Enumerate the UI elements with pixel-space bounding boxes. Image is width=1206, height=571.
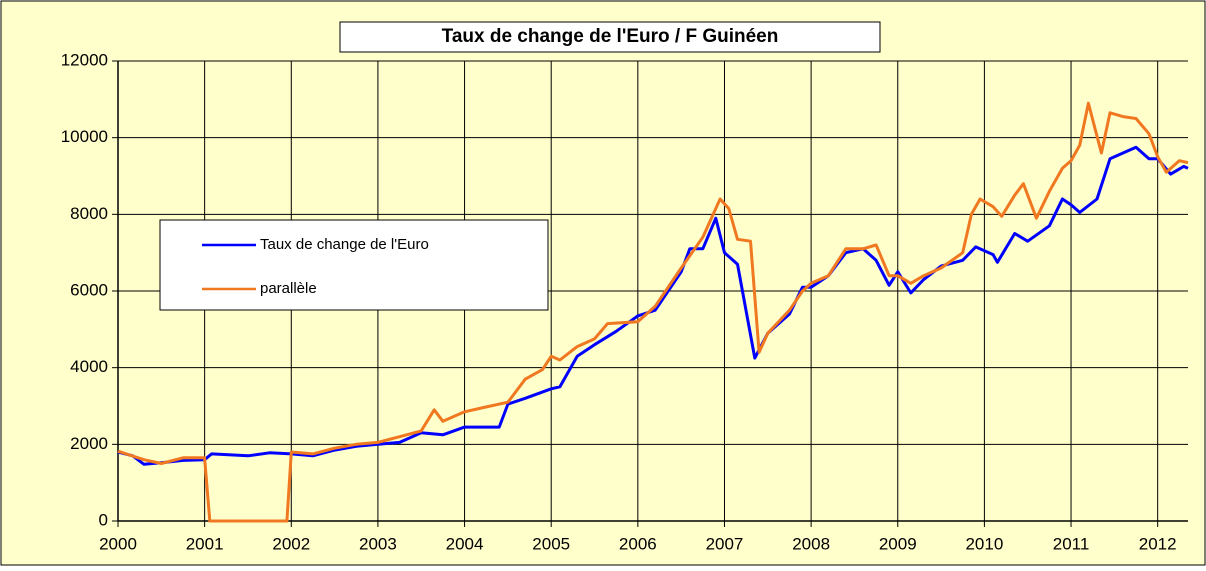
x-tick-label: 2010 <box>965 534 1003 553</box>
x-tick-label: 2001 <box>186 534 224 553</box>
y-tick-label: 0 <box>99 510 108 529</box>
legend-label: Taux de change de l'Euro <box>260 236 429 253</box>
y-tick-label: 6000 <box>70 280 108 299</box>
title-box <box>339 21 881 53</box>
lines <box>117 101 1189 523</box>
x-tick-label: 2005 <box>532 534 570 553</box>
series-line <box>117 101 1189 523</box>
x-tick-label: 2009 <box>879 534 917 553</box>
x-tick-label: 2006 <box>619 534 657 553</box>
y-tick-label: 2000 <box>70 434 108 453</box>
y-tick-label: 12000 <box>61 50 108 69</box>
y-tick-label: 8000 <box>70 204 108 223</box>
x-tick-label: 2002 <box>272 534 310 553</box>
x-tick-label: 2011 <box>1053 534 1090 553</box>
x-tick-label: 2012 <box>1139 534 1177 553</box>
x-tick-label: 2004 <box>446 534 484 553</box>
y-tick-label: 10000 <box>61 127 108 146</box>
x-tick-label: 2000 <box>99 534 137 553</box>
grid: 0 2000 4000 6000 8000 10000 12000 2000 2001 2002 2… <box>61 50 1188 553</box>
legend-box <box>159 219 549 311</box>
x-tick-label: 2007 <box>706 534 744 553</box>
series-line <box>117 145 1189 466</box>
legend-label: parallèle <box>260 280 317 297</box>
legend: Taux de change de l'Euro parallèle <box>159 219 549 311</box>
x-tick-label: 2008 <box>792 534 830 553</box>
chart-title: Taux de change de l'Euro / F Guinéen <box>442 26 779 47</box>
y-tick-label: 4000 <box>70 357 108 376</box>
x-tick-label: 2003 <box>359 534 397 553</box>
